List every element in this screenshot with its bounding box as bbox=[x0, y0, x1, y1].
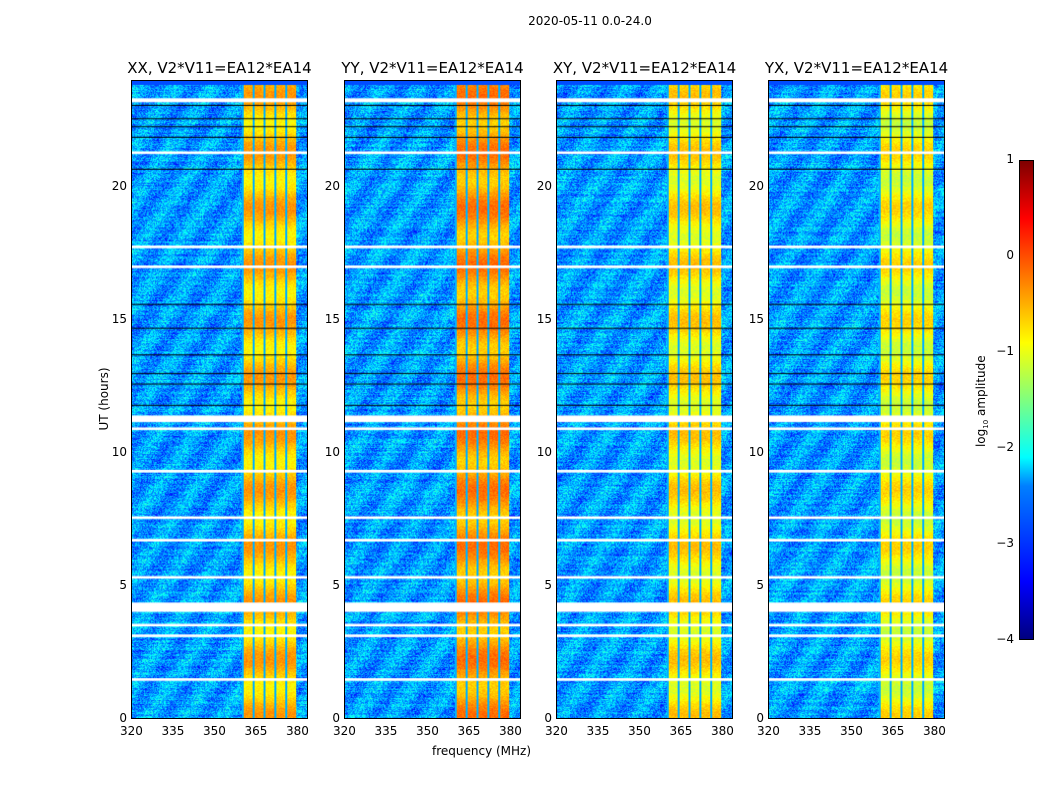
y-tick-label: 10 bbox=[111, 444, 127, 459]
y-tick-label: 15 bbox=[111, 311, 127, 326]
y-tick-label: 5 bbox=[332, 577, 340, 592]
y-tick-label: 0 bbox=[756, 711, 764, 725]
x-tick-label: 380 bbox=[285, 724, 309, 738]
y-tick-label: 20 bbox=[536, 178, 552, 193]
heatmap-image bbox=[557, 81, 732, 718]
y-tick-label: 0 bbox=[119, 711, 127, 725]
x-tick-label: 335 bbox=[374, 724, 398, 738]
colorbar-tick-label: −1 bbox=[996, 344, 1014, 358]
y-tick-label: 10 bbox=[324, 444, 340, 459]
figure-title: 2020-05-11 0.0-24.0 bbox=[528, 14, 652, 28]
heatmap-panel bbox=[768, 80, 945, 719]
x-tick-label: 350 bbox=[839, 724, 863, 738]
colorbar-tick-label: −3 bbox=[996, 536, 1014, 550]
heatmap-panel bbox=[131, 80, 308, 719]
y-tick-label: 0 bbox=[332, 711, 340, 725]
x-tick-label: 320 bbox=[120, 724, 143, 738]
y-tick-label: 0 bbox=[544, 711, 552, 725]
x-tick-label: 365 bbox=[457, 724, 481, 738]
x-tick-label: 365 bbox=[244, 724, 268, 738]
x-tick-label: 380 bbox=[710, 724, 734, 738]
x-tick-label: 335 bbox=[161, 724, 185, 738]
heatmap-image bbox=[345, 81, 520, 718]
colorbar-tick-label: 0 bbox=[1006, 248, 1014, 262]
y-axis-label: UT (hours) bbox=[97, 367, 111, 431]
y-tick-label: 10 bbox=[748, 444, 764, 459]
y-tick-label: 5 bbox=[119, 577, 127, 592]
panel-title: YY, V2*V11=EA12*EA14 bbox=[341, 59, 524, 77]
x-tick-label: 380 bbox=[922, 724, 946, 738]
x-tick-label: 320 bbox=[545, 724, 568, 738]
panel-title: XX, V2*V11=EA12*EA14 bbox=[127, 59, 312, 77]
x-tick-label: 320 bbox=[757, 724, 780, 738]
x-tick-label: 350 bbox=[202, 724, 226, 738]
y-tick-label: 20 bbox=[111, 178, 127, 193]
colorbar-tick-label: 1 bbox=[1006, 152, 1014, 166]
x-axis-label: frequency (MHz) bbox=[432, 744, 532, 758]
y-tick-label: 20 bbox=[748, 178, 764, 193]
colorbar-label: log10 amplitude bbox=[973, 355, 991, 448]
panel-title: YX, V2*V11=EA12*EA14 bbox=[764, 59, 949, 77]
x-tick-label: 350 bbox=[415, 724, 439, 738]
x-tick-label: 335 bbox=[586, 724, 610, 738]
x-tick-label: 365 bbox=[669, 724, 693, 738]
y-tick-label: 20 bbox=[324, 178, 340, 193]
y-tick-label: 15 bbox=[748, 311, 764, 326]
x-tick-label: 380 bbox=[498, 724, 522, 738]
heatmap-panel bbox=[344, 80, 521, 719]
colorbar-tick-label: −2 bbox=[996, 440, 1014, 454]
y-tick-label: 5 bbox=[756, 577, 764, 592]
colorbar-tick-label: −4 bbox=[996, 632, 1014, 646]
colorbar bbox=[1019, 160, 1034, 640]
x-tick-label: 320 bbox=[333, 724, 356, 738]
x-tick-label: 350 bbox=[627, 724, 651, 738]
x-tick-label: 335 bbox=[798, 724, 822, 738]
y-tick-label: 10 bbox=[536, 444, 552, 459]
x-tick-label: 365 bbox=[881, 724, 905, 738]
y-tick-label: 15 bbox=[324, 311, 340, 326]
heatmap-image bbox=[769, 81, 944, 718]
heatmap-panel bbox=[556, 80, 733, 719]
heatmap-image bbox=[132, 81, 307, 718]
panel-title: XY, V2*V11=EA12*EA14 bbox=[552, 59, 737, 77]
y-tick-label: 5 bbox=[544, 577, 552, 592]
y-tick-label: 15 bbox=[536, 311, 552, 326]
